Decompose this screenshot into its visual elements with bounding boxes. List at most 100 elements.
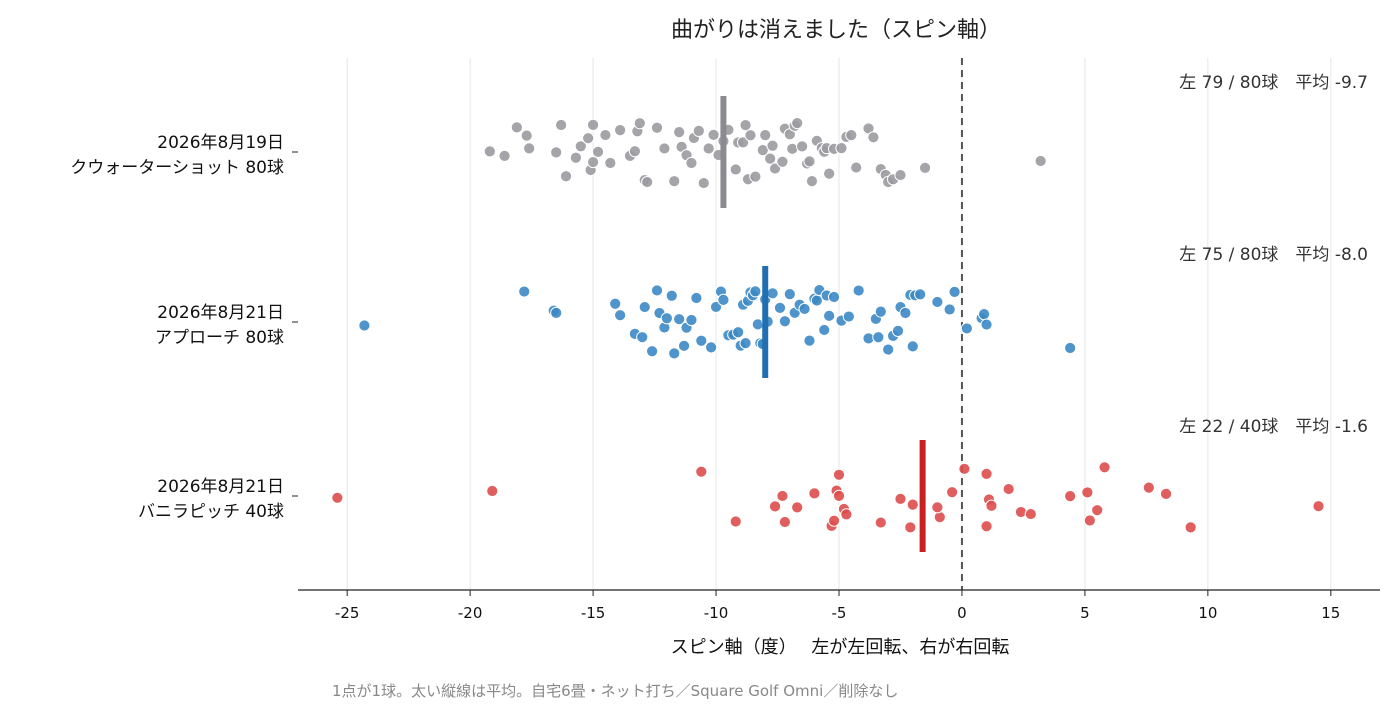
data-point: [872, 331, 885, 344]
data-point: [660, 312, 673, 325]
data-point: [759, 129, 772, 142]
data-point: [586, 118, 600, 132]
data-point: [628, 145, 641, 158]
data-point: [510, 121, 523, 134]
data-point: [894, 168, 907, 182]
data-point: [980, 467, 993, 480]
data-point: [946, 486, 959, 499]
data-point: [1064, 490, 1077, 503]
data-point: [707, 128, 720, 141]
y-label-name: クウォーターショット 80球: [70, 158, 284, 178]
data-point: [803, 334, 816, 347]
data-point: [798, 302, 811, 316]
data-point: [768, 500, 782, 513]
data-point: [948, 285, 961, 298]
data-point: [842, 310, 855, 323]
data-point: [931, 501, 944, 514]
data-points: [331, 116, 1325, 534]
data-point: [906, 498, 919, 511]
data-point: [697, 176, 710, 190]
data-point: [749, 285, 762, 298]
data-point: [1142, 481, 1155, 494]
data-point: [756, 144, 769, 157]
data-point: [633, 117, 646, 130]
data-point: [980, 318, 993, 331]
data-point: [685, 313, 698, 327]
data-point: [358, 319, 371, 332]
x-axis-label: スピン軸（度） 左が左回転、右が右回転: [671, 637, 1010, 658]
data-point: [1024, 507, 1037, 521]
data-point: [732, 326, 745, 339]
data-point: [559, 170, 573, 183]
data-point: [483, 145, 496, 158]
data-point: [555, 118, 568, 132]
mean-lines: [720, 96, 926, 552]
data-point: [677, 339, 691, 352]
series-stats: 左 79 / 80球 平均 -9.7 左 75 / 80球 平均 -8.0 左 22…: [1179, 73, 1368, 437]
x-tick-label: -10: [704, 604, 729, 622]
data-point: [749, 170, 762, 183]
data-point: [943, 303, 956, 316]
data-point: [803, 155, 816, 168]
data-point: [776, 489, 789, 503]
y-label-name: アプローチ 80球: [155, 328, 284, 348]
data-point: [1014, 505, 1028, 519]
data-point: [523, 142, 536, 155]
data-point: [658, 142, 671, 155]
data-point: [823, 309, 836, 322]
data-point: [744, 129, 757, 142]
data-point: [736, 136, 750, 149]
x-tick-label: -25: [335, 604, 360, 622]
data-point: [550, 306, 563, 319]
data-point: [835, 142, 848, 155]
data-point: [520, 129, 533, 142]
data-point: [685, 156, 698, 170]
data-point: [960, 322, 973, 335]
y-label-name: バニラピッチ 40球: [138, 502, 284, 522]
data-point: [840, 508, 853, 521]
data-point: [702, 142, 715, 155]
data-point: [931, 295, 944, 309]
data-point: [739, 337, 752, 350]
data-point: [1312, 500, 1325, 513]
data-point: [591, 145, 605, 159]
data-point: [673, 126, 686, 139]
data-point: [690, 291, 703, 305]
data-point: [614, 124, 627, 137]
data-point: [1081, 486, 1094, 499]
y-label-date: 2026年8月19日: [157, 133, 284, 153]
data-point: [692, 124, 705, 138]
data-point: [776, 155, 789, 168]
x-tick-label: 10: [1198, 604, 1217, 622]
data-point: [1064, 341, 1077, 355]
data-point: [899, 306, 912, 320]
series-stat: 左 22 / 40球 平均 -1.6: [1179, 417, 1368, 437]
data-point: [614, 309, 627, 322]
data-point: [574, 140, 587, 153]
data-point: [891, 324, 905, 338]
data-point: [486, 484, 499, 498]
x-tick-label: 5: [1080, 604, 1090, 622]
series-stat: 左 75 / 80球 平均 -8.0: [1179, 245, 1368, 265]
y-label-date: 2026年8月21日: [157, 477, 284, 497]
data-point: [646, 345, 659, 358]
x-tick-label: -5: [832, 604, 847, 622]
data-point: [668, 347, 681, 360]
data-point: [695, 465, 708, 478]
x-tick-label: -15: [581, 604, 606, 622]
data-point: [1034, 154, 1047, 168]
data-point: [958, 462, 971, 475]
data-point: [882, 343, 895, 356]
data-point: [609, 297, 622, 310]
data-point: [582, 132, 595, 145]
data-point: [668, 175, 681, 188]
footnote: 1点が1球。太い縦線は平均。自宅6畳・ネット打ち／Square Golf Omn…: [332, 682, 898, 700]
data-point: [778, 515, 792, 529]
data-point: [1159, 487, 1173, 500]
data-point: [805, 175, 819, 188]
data-point: [827, 290, 841, 304]
data-point: [331, 491, 344, 504]
data-point: [739, 118, 752, 132]
chart-title: 曲がりは消えました（スピン軸）: [671, 18, 1001, 43]
x-tick-label: 0: [957, 604, 967, 622]
